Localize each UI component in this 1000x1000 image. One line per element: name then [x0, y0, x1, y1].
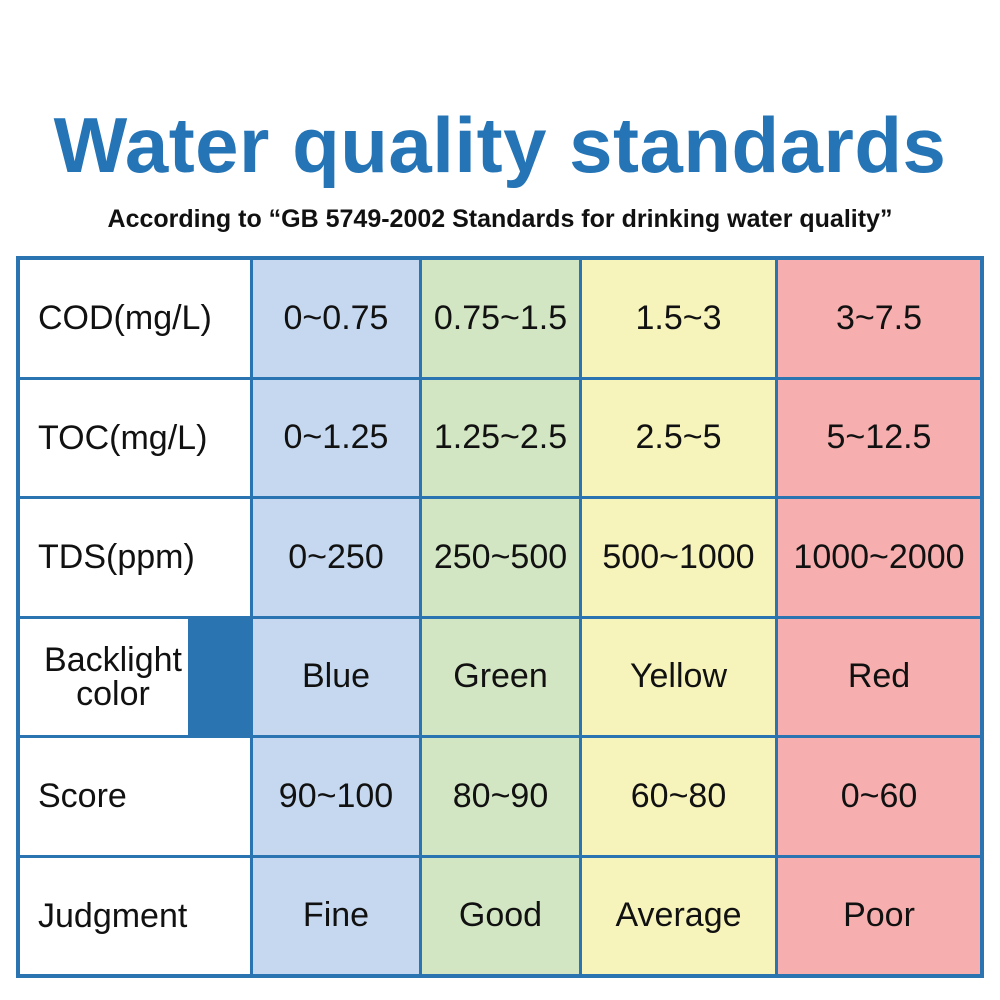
row-label-score: Score: [20, 738, 250, 855]
cell-score-green: 80~90: [422, 738, 579, 855]
cell-toc-green: 1.25~2.5: [422, 379, 579, 496]
cell-toc-yellow: 2.5~5: [582, 379, 775, 496]
cell-tds-red: 1000~2000: [778, 499, 980, 616]
cell-score-blue: 90~100: [253, 738, 419, 855]
cell-judgment-red: Poor: [778, 857, 980, 974]
row-label-toc: TOC(mg/L): [20, 379, 250, 496]
row-label-judgment: Judgment: [20, 857, 250, 974]
cell-judgment-blue: Fine: [253, 857, 419, 974]
cell-cod-blue: 0~0.75: [253, 260, 419, 377]
cell-backlight-green: Green: [422, 618, 579, 735]
standards-table: COD(mg/L) 0~0.75 0.75~1.5 1.5~3 3~7.5 TO…: [16, 256, 984, 978]
cell-cod-red: 3~7.5: [778, 260, 980, 377]
row-label-cod: COD(mg/L): [20, 260, 250, 377]
cell-judgment-yellow: Average: [582, 857, 775, 974]
row-label-backlight: Backlight color: [20, 618, 188, 735]
cell-tds-blue: 0~250: [253, 499, 419, 616]
cell-judgment-green: Good: [422, 857, 579, 974]
cell-cod-yellow: 1.5~3: [582, 260, 775, 377]
cell-toc-blue: 0~1.25: [253, 379, 419, 496]
cell-tds-yellow: 500~1000: [582, 499, 775, 616]
cell-cod-green: 0.75~1.5: [422, 260, 579, 377]
cell-backlight-yellow: Yellow: [582, 618, 775, 735]
cell-score-yellow: 60~80: [582, 738, 775, 855]
cell-backlight-red: Red: [778, 618, 980, 735]
page-subtitle: According to “GB 5749-2002 Standards for…: [107, 205, 893, 233]
cell-tds-green: 250~500: [422, 499, 579, 616]
cell-backlight-blue: Blue: [253, 618, 419, 735]
cell-score-red: 0~60: [778, 738, 980, 855]
row-label-tds: TDS(ppm): [20, 499, 250, 616]
cell-toc-red: 5~12.5: [778, 379, 980, 496]
page-title: Water quality standards: [53, 101, 947, 189]
